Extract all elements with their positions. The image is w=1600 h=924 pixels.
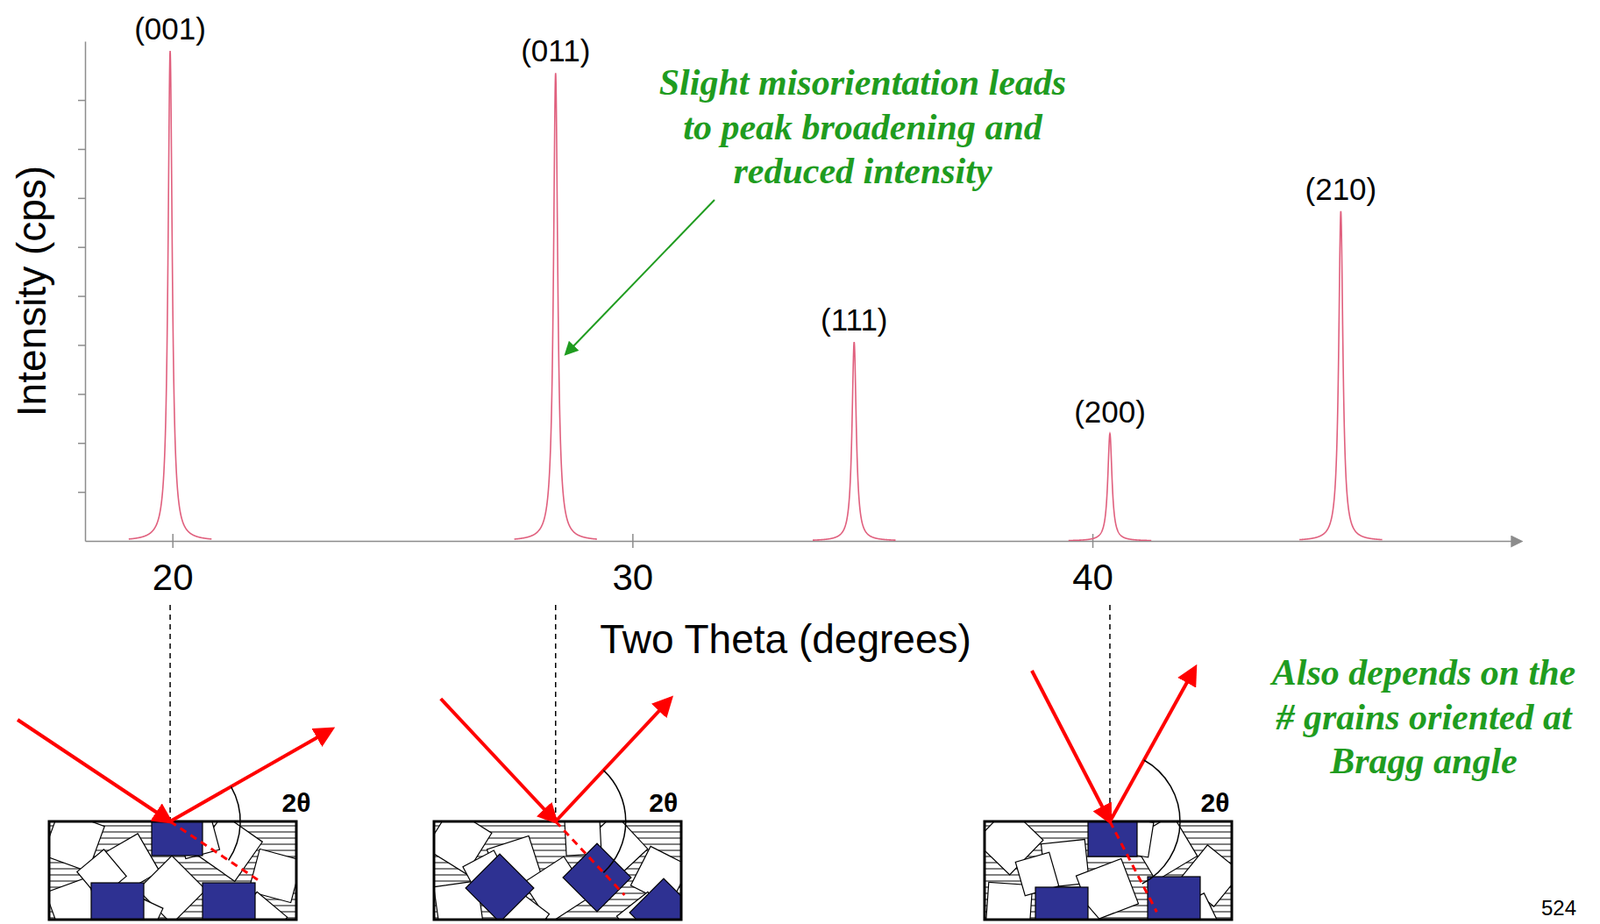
angle-arc	[1142, 760, 1181, 884]
x-tick: 40	[1072, 533, 1114, 598]
y-axis-line	[85, 42, 87, 542]
y-tick	[78, 296, 86, 298]
peak-label: (111)	[820, 302, 889, 337]
annotation-line: Slight misorientation leads	[659, 62, 1067, 103]
y-tick	[78, 149, 86, 150]
annotation: Slight misorientation leadsto peak broad…	[659, 62, 1067, 192]
y-tick-mark	[78, 442, 86, 445]
angle-label: 2θ	[282, 788, 312, 818]
y-axis	[78, 42, 86, 542]
peak-label: (200)	[1073, 394, 1146, 429]
incident-beam	[1031, 670, 1110, 822]
sample-grains	[433, 821, 682, 920]
x-tick-label: 40	[1072, 556, 1114, 598]
x-tick-label: 30	[612, 556, 655, 598]
y-tick-mark	[78, 246, 86, 249]
sample-frame	[49, 821, 297, 920]
peaks	[128, 50, 1383, 541]
x-tick: 30	[612, 533, 655, 598]
sample-diagram: 2θ	[17, 604, 332, 924]
oriented-grain	[562, 843, 632, 912]
angle-arc	[228, 786, 241, 861]
x-axis: 20 30 40	[85, 533, 1522, 598]
x-axis-line	[85, 540, 1522, 543]
peak	[1068, 433, 1152, 541]
peak-label: (210)	[1305, 171, 1378, 207]
annotation: Also depends on the# grains oriented atB…	[1269, 652, 1577, 782]
y-tick-mark	[78, 99, 86, 102]
x-tick-label: 20	[152, 556, 194, 598]
y-tick-mark	[78, 344, 86, 347]
incident-beam	[440, 698, 556, 822]
sample-frame	[433, 821, 682, 920]
x-tick-mark	[171, 533, 174, 548]
y-tick-mark	[78, 198, 86, 200]
annotation-line: Bragg angle	[1329, 740, 1518, 782]
peak	[128, 50, 212, 540]
annotation-line: reduced intensity	[732, 150, 993, 192]
beam-continuation	[555, 821, 626, 896]
x-axis-title: Two Theta (degrees)	[599, 616, 972, 662]
sample-frame	[984, 821, 1232, 920]
y-tick-mark	[78, 295, 86, 298]
beam-continuation	[170, 821, 262, 883]
annotation-arrow	[566, 199, 715, 355]
oriented-grain	[629, 878, 682, 920]
diffracted-beam	[170, 729, 332, 822]
y-tick	[78, 491, 86, 493]
figure: 20 30 40 (001) (011) (111) (200) (210) Intensity…	[0, 0, 1600, 924]
y-tick-mark	[78, 149, 86, 151]
guide-line	[554, 604, 557, 822]
y-tick	[78, 393, 86, 395]
x-tick-mark	[632, 533, 634, 548]
incident-beam	[17, 719, 171, 822]
peak	[514, 72, 598, 540]
annotation-line: # grains oriented at	[1274, 696, 1573, 738]
y-tick	[78, 198, 86, 200]
page-number: 524	[1541, 896, 1577, 920]
guide-line	[169, 604, 171, 822]
peak	[1299, 211, 1382, 541]
peak-labels: (001) (011) (111) (200) (210)	[134, 11, 1377, 428]
peak	[812, 341, 896, 541]
y-tick	[78, 344, 86, 346]
x-tick: 20	[152, 533, 194, 598]
peak-label: (011)	[520, 33, 591, 68]
angle-label: 2θ	[1201, 788, 1231, 818]
peak-label: (001)	[134, 11, 207, 46]
y-axis-title: Intensity (cps)	[8, 165, 55, 417]
guide-line	[1109, 604, 1111, 822]
annotation-line: Also depends on the	[1269, 652, 1577, 693]
oriented-grain	[465, 853, 534, 920]
y-tick	[78, 442, 86, 444]
y-tick	[78, 247, 86, 249]
y-tick-mark	[78, 491, 86, 494]
oriented-grain	[1035, 887, 1088, 920]
beam-continuation	[1109, 821, 1157, 912]
sample-diagram: 2θ	[974, 604, 1242, 924]
angle-arc	[603, 770, 626, 874]
diffracted-beam	[1109, 668, 1195, 822]
oriented-grain	[91, 882, 144, 920]
angle-label: 2θ	[648, 788, 678, 818]
oriented-grain	[202, 882, 256, 920]
y-tick-mark	[78, 393, 86, 396]
annotation-line: to peak broadening and	[682, 106, 1044, 148]
oriented-grain	[1147, 876, 1201, 920]
sample-grains	[984, 821, 1232, 920]
sample-grains	[49, 821, 297, 920]
sample-diagram: 2θ	[425, 604, 698, 924]
y-tick	[78, 99, 86, 101]
x-tick-mark	[1092, 533, 1095, 548]
